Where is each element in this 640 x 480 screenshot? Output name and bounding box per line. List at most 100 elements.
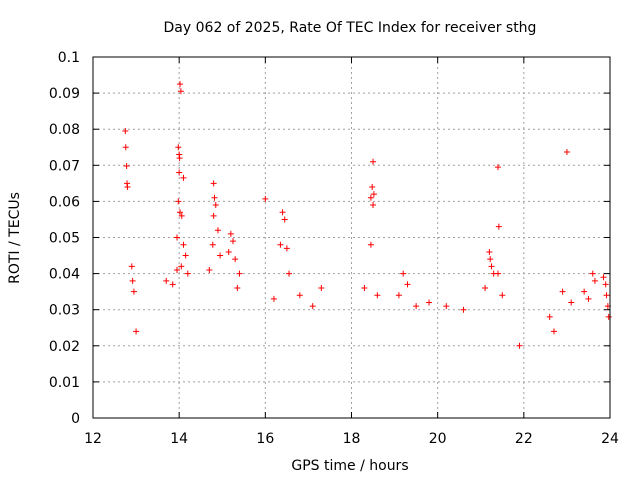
- data-point: [499, 292, 506, 299]
- data-point: [374, 292, 381, 299]
- data-point: [488, 263, 495, 270]
- data-point: [176, 155, 183, 162]
- data-point: [400, 270, 407, 277]
- data-point: [210, 212, 217, 219]
- y-tick-label: 0.08: [49, 122, 80, 138]
- data-point: [404, 281, 411, 288]
- data-point: [227, 230, 234, 237]
- data-point: [367, 241, 374, 248]
- data-point: [318, 285, 325, 292]
- data-point: [600, 274, 607, 281]
- data-point: [180, 174, 187, 181]
- y-axis-label: ROTI / TECUs: [7, 192, 23, 284]
- data-point: [123, 163, 130, 170]
- x-axis-label: GPS time / hours: [291, 458, 408, 474]
- data-point: [175, 144, 182, 151]
- data-point: [369, 183, 376, 190]
- data-points: [122, 81, 612, 349]
- data-point: [487, 256, 494, 263]
- data-point: [214, 227, 221, 234]
- data-point: [230, 238, 237, 245]
- axis-ticks: [92, 56, 611, 419]
- data-point: [443, 303, 450, 310]
- data-point: [177, 88, 184, 95]
- data-point: [426, 299, 433, 306]
- data-point: [370, 202, 377, 209]
- data-point: [177, 209, 184, 216]
- data-point: [367, 194, 374, 201]
- y-tick-label: 0.01: [49, 375, 80, 391]
- chart-title: Day 062 of 2025, Rate Of TEC Index for r…: [164, 20, 537, 36]
- data-point: [178, 263, 185, 270]
- x-tick-label: 18: [343, 431, 361, 447]
- data-point: [516, 342, 523, 349]
- x-tick-label: 24: [601, 431, 619, 447]
- y-tick-label: 0.04: [49, 267, 80, 283]
- data-point: [581, 288, 588, 295]
- y-tick-label: 0: [71, 411, 80, 427]
- data-point: [206, 266, 213, 273]
- data-point: [370, 191, 377, 198]
- data-point: [122, 144, 129, 151]
- data-point: [603, 292, 610, 299]
- data-point: [395, 292, 402, 299]
- data-point: [494, 270, 501, 277]
- data-point: [128, 263, 135, 270]
- data-point: [211, 194, 218, 201]
- data-point: [361, 285, 368, 292]
- data-point: [234, 285, 241, 292]
- y-tick-label: 0.05: [49, 231, 80, 247]
- data-point: [460, 306, 467, 313]
- data-point: [413, 303, 420, 310]
- data-point: [124, 183, 131, 190]
- data-point: [217, 252, 224, 259]
- data-point: [279, 209, 286, 216]
- data-point: [184, 270, 191, 277]
- data-point: [270, 295, 277, 302]
- data-point: [178, 212, 185, 219]
- data-point: [174, 234, 181, 241]
- data-point: [482, 285, 489, 292]
- x-tick-label: 12: [84, 431, 102, 447]
- tick-labels: 12 14 16 18 20 22 24 0 0.01 0.02 0.03 0.04 0.05 0.06 0…: [49, 50, 619, 447]
- data-point: [210, 180, 217, 187]
- data-point: [281, 216, 288, 223]
- data-point: [129, 277, 136, 284]
- data-point: [494, 164, 501, 171]
- data-point: [225, 248, 232, 255]
- data-point: [169, 281, 176, 288]
- data-point: [174, 266, 181, 273]
- data-point: [370, 158, 377, 165]
- data-point: [212, 202, 219, 209]
- data-point: [486, 248, 493, 255]
- data-point: [180, 241, 187, 248]
- x-tick-label: 20: [429, 431, 447, 447]
- data-point: [236, 270, 243, 277]
- data-point: [262, 195, 269, 202]
- data-point: [286, 270, 293, 277]
- y-tick-label: 0.09: [49, 86, 80, 102]
- data-point: [122, 128, 129, 135]
- y-tick-label: 0.02: [49, 339, 80, 355]
- y-tick-label: 0.1: [58, 50, 80, 66]
- data-point: [591, 277, 598, 284]
- data-point: [546, 313, 553, 320]
- y-tick-label: 0.06: [49, 194, 80, 210]
- data-point: [209, 241, 216, 248]
- data-point: [277, 241, 284, 248]
- data-point: [130, 288, 137, 295]
- data-point: [605, 313, 612, 320]
- data-point: [232, 256, 239, 263]
- x-tick-label: 14: [170, 431, 188, 447]
- x-tick-label: 22: [515, 431, 533, 447]
- data-point: [296, 292, 303, 299]
- data-point: [177, 81, 184, 88]
- data-point: [495, 223, 502, 230]
- y-tick-label: 0.03: [49, 303, 80, 319]
- data-point: [550, 328, 557, 335]
- data-point: [563, 148, 570, 155]
- data-point: [283, 245, 290, 252]
- data-point: [589, 270, 596, 277]
